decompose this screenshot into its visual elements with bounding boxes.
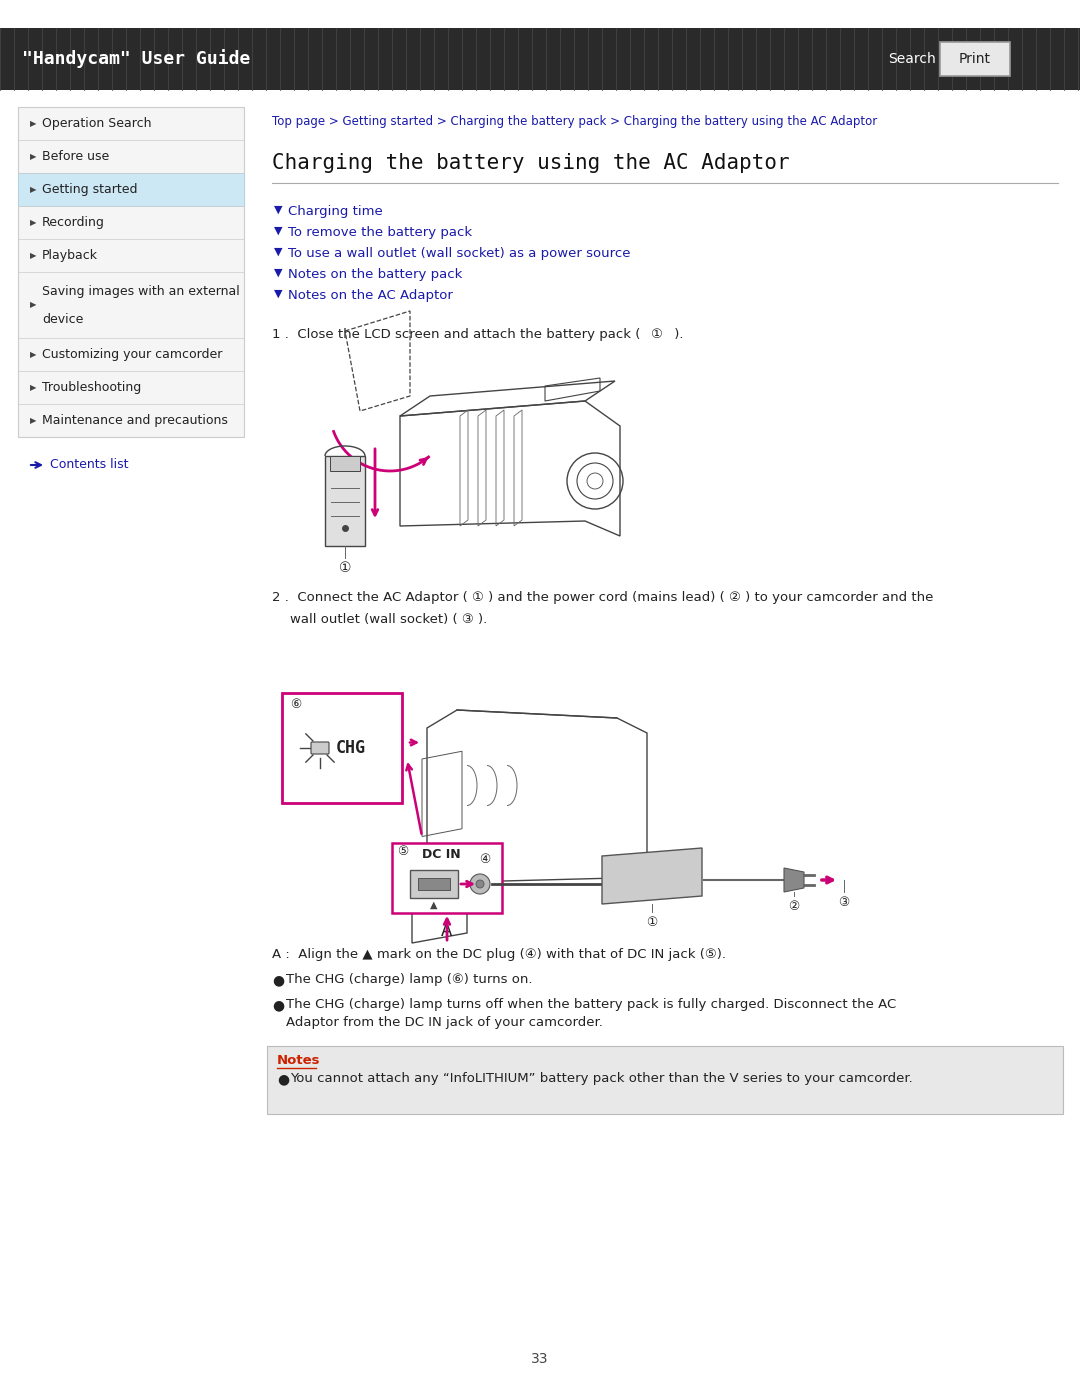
Text: ▶: ▶ — [30, 383, 37, 393]
Text: Operation Search: Operation Search — [42, 117, 151, 130]
Text: DC IN: DC IN — [422, 848, 461, 861]
Text: ▶: ▶ — [30, 218, 37, 226]
Text: ⑤: ⑤ — [397, 845, 408, 858]
Text: ▼: ▼ — [274, 268, 283, 278]
Text: Adaptor from the DC IN jack of your camcorder.: Adaptor from the DC IN jack of your camc… — [286, 1016, 603, 1030]
Bar — [18, 173, 244, 205]
Text: ①: ① — [339, 562, 351, 576]
Text: ④: ④ — [480, 854, 490, 866]
Bar — [940, 42, 1010, 75]
Text: 1 .  Close the LCD screen and attach the battery pack (: 1 . Close the LCD screen and attach the … — [272, 328, 645, 341]
Text: Notes on the battery pack: Notes on the battery pack — [288, 268, 462, 281]
Text: Charging time: Charging time — [288, 205, 382, 218]
Text: A :  Align the ▲ mark on the DC plug (④) with that of DC IN jack (⑤).: A : Align the ▲ mark on the DC plug (④) … — [272, 949, 726, 961]
FancyBboxPatch shape — [311, 742, 329, 754]
Text: ①: ① — [650, 328, 662, 341]
Bar — [0, 28, 1080, 89]
Text: Search: Search — [888, 52, 936, 66]
Text: CHG: CHG — [336, 739, 366, 757]
Bar — [410, 870, 458, 898]
Text: Playback: Playback — [42, 249, 98, 263]
Text: ●: ● — [276, 1071, 289, 1085]
Text: Notes on the AC Adaptor: Notes on the AC Adaptor — [288, 289, 453, 302]
Text: Contents list: Contents list — [50, 458, 129, 472]
Text: ①: ① — [646, 915, 658, 929]
Text: Before use: Before use — [42, 149, 109, 163]
Text: Customizing your camcorder: Customizing your camcorder — [42, 348, 222, 360]
Text: ⑥: ⑥ — [291, 698, 301, 711]
Text: ▶: ▶ — [30, 300, 37, 310]
Text: 2 .  Connect the AC Adaptor ( ① ) and the power cord (mains lead) ( ② ) to your : 2 . Connect the AC Adaptor ( ① ) and the… — [272, 591, 933, 604]
Text: Notes: Notes — [276, 1053, 321, 1067]
Text: ▶: ▶ — [30, 351, 37, 359]
Text: ②: ② — [788, 900, 799, 912]
Text: Print: Print — [959, 52, 991, 66]
Bar — [18, 108, 244, 437]
Text: Recording: Recording — [42, 217, 105, 229]
Text: A: A — [442, 922, 453, 940]
Text: ▼: ▼ — [274, 247, 283, 257]
Bar — [392, 842, 502, 914]
Text: ●: ● — [272, 997, 284, 1011]
Text: ▶: ▶ — [30, 416, 37, 425]
Bar — [325, 455, 365, 546]
Bar — [418, 877, 450, 890]
Text: The CHG (charge) lamp turns off when the battery pack is fully charged. Disconne: The CHG (charge) lamp turns off when the… — [286, 997, 896, 1011]
Text: ③: ③ — [838, 895, 850, 908]
Circle shape — [470, 875, 490, 894]
Text: Maintenance and precautions: Maintenance and precautions — [42, 414, 228, 427]
Bar — [282, 693, 402, 803]
Text: ▼: ▼ — [274, 205, 283, 215]
Bar — [330, 455, 360, 471]
Text: 33: 33 — [531, 1352, 549, 1366]
Text: To remove the battery pack: To remove the battery pack — [288, 226, 472, 239]
Text: You cannot attach any “InfoLITHIUM” battery pack other than the V series to your: You cannot attach any “InfoLITHIUM” batt… — [291, 1071, 913, 1085]
Text: device: device — [42, 313, 83, 326]
Text: ▶: ▶ — [30, 251, 37, 260]
Text: ●: ● — [272, 972, 284, 988]
Circle shape — [476, 880, 484, 888]
Bar — [0, 89, 1080, 98]
Text: ).: ). — [670, 328, 684, 341]
Text: Getting started: Getting started — [42, 183, 137, 196]
Text: ▼: ▼ — [274, 226, 283, 236]
Text: ▶: ▶ — [30, 184, 37, 194]
Polygon shape — [602, 848, 702, 904]
Text: Top page > Getting started > Charging the battery pack > Charging the battery us: Top page > Getting started > Charging th… — [272, 115, 877, 129]
Text: Saving images with an external: Saving images with an external — [42, 285, 240, 299]
Bar — [267, 1046, 1063, 1113]
Text: "Handycam" User Guide: "Handycam" User Guide — [22, 49, 251, 68]
Text: Charging the battery using the AC Adaptor: Charging the battery using the AC Adapto… — [272, 154, 789, 173]
Text: ▶: ▶ — [30, 119, 37, 129]
Text: ▲: ▲ — [430, 900, 437, 909]
Text: To use a wall outlet (wall socket) as a power source: To use a wall outlet (wall socket) as a … — [288, 247, 631, 260]
Text: ▶: ▶ — [30, 152, 37, 161]
Text: Troubleshooting: Troubleshooting — [42, 381, 141, 394]
Polygon shape — [784, 868, 804, 893]
Text: ▼: ▼ — [274, 289, 283, 299]
Text: The CHG (charge) lamp (⑥) turns on.: The CHG (charge) lamp (⑥) turns on. — [286, 972, 532, 986]
Text: wall outlet (wall socket) ( ③ ).: wall outlet (wall socket) ( ③ ). — [291, 613, 487, 626]
